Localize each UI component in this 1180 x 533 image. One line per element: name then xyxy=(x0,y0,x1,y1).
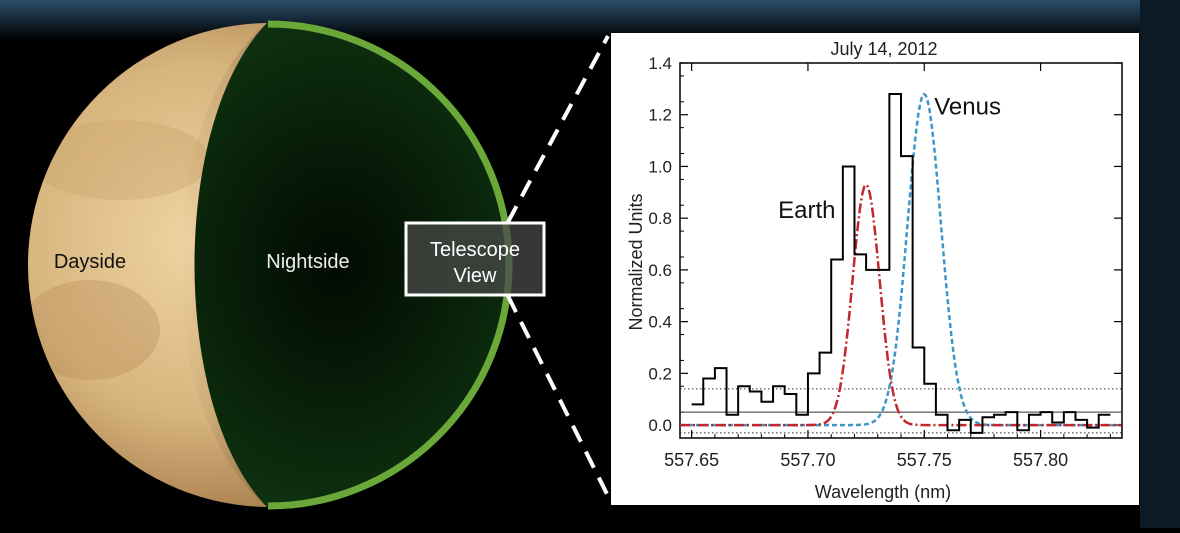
telescope-label-line2: View xyxy=(454,265,498,287)
y-tick-label: 0.6 xyxy=(648,261,672,280)
telescope-frame xyxy=(404,221,546,297)
cloud-band xyxy=(28,280,160,380)
chart-title: July 14, 2012 xyxy=(830,39,937,59)
y-tick-label: 0.8 xyxy=(648,209,672,228)
y-axis-label: Normalized Units xyxy=(626,193,646,330)
y-tick-label: 1.2 xyxy=(648,106,672,125)
x-axis-label: Wavelength (nm) xyxy=(815,482,951,502)
y-tick-label: 0.2 xyxy=(648,364,672,383)
x-tick-label: 557.75 xyxy=(897,450,952,470)
x-tick-label: 557.80 xyxy=(1013,450,1068,470)
zoom-line-bottom xyxy=(506,295,610,497)
y-tick-label: 0.0 xyxy=(648,416,672,435)
venus-annotation: Venus xyxy=(934,94,1001,121)
zoom-line-top xyxy=(506,35,610,223)
y-tick-label: 1.0 xyxy=(648,157,672,176)
nightside-label: Nightside xyxy=(266,251,349,273)
x-tick-label: 557.65 xyxy=(664,450,719,470)
earth-annotation: Earth xyxy=(778,197,835,224)
x-tick-label: 557.70 xyxy=(780,450,835,470)
y-tick-label: 1.4 xyxy=(648,54,672,73)
histogram-line xyxy=(691,93,1111,434)
earth-fit-line xyxy=(680,182,1122,427)
telescope-label-line1: Telescope xyxy=(430,239,520,261)
cloud-band xyxy=(30,120,210,200)
spectrum-chart: July 14, 2012 Wavelength (nm) Normalized… xyxy=(611,33,1139,505)
dayside-label: Dayside xyxy=(54,251,126,273)
plot-area: 0.0 0.2 0.4 0.6 0.8 1.0 1.2 1.4 557.65 557.70 557.… xyxy=(648,54,1123,470)
telescope-view-box: Telescope View xyxy=(404,221,546,297)
y-tick-label: 0.4 xyxy=(648,313,672,332)
backdrop-edge xyxy=(1140,0,1180,528)
